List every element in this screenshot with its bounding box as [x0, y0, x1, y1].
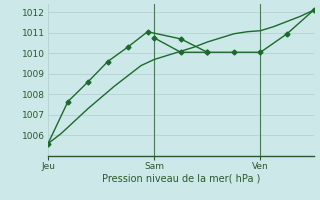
- X-axis label: Pression niveau de la mer( hPa ): Pression niveau de la mer( hPa ): [102, 173, 260, 183]
